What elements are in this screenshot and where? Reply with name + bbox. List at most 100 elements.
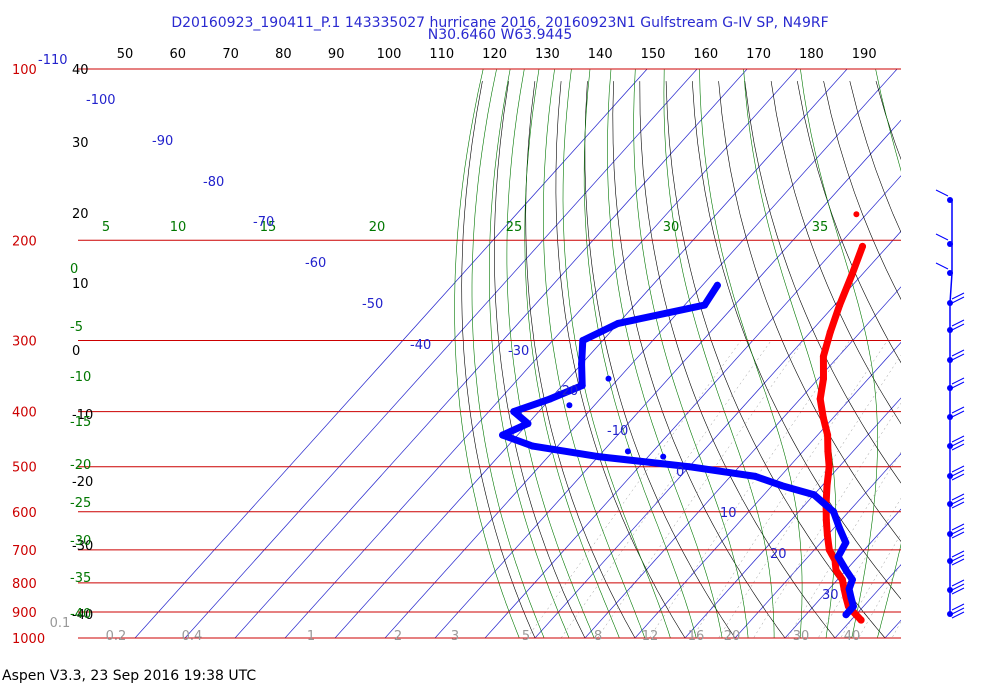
top-tick-label: 50: [117, 47, 134, 62]
mixing-ratio-line: [891, 621, 901, 638]
wind-barb-point: [947, 531, 953, 537]
isotherm-label: -20: [557, 384, 578, 399]
dewpoint-scatter-point: [566, 402, 573, 409]
mixing-ratio-label: 0.2: [106, 629, 127, 644]
temperature-point: [824, 431, 832, 439]
isotherm-line: [234, 69, 748, 638]
moist-adiabat-line: [607, 69, 723, 638]
mixing-ratio-line: [840, 533, 901, 638]
moist-adiabat-line: [633, 69, 749, 638]
mixing-ratio-label: 16: [688, 629, 705, 644]
pressure-tick-label: 600: [12, 506, 37, 521]
wind-barb-flag: [951, 377, 965, 385]
wind-barb-flag: [951, 319, 965, 327]
wind-barb-flag: [951, 353, 965, 361]
wind-barb-point: [947, 241, 953, 247]
dewpoint-point: [614, 319, 622, 327]
dewpoint-point: [713, 281, 721, 289]
isotherm-label: 10: [720, 506, 737, 521]
temperature-point: [824, 447, 832, 455]
top-tick-label: 80: [275, 47, 292, 62]
temperature-point: [840, 585, 848, 593]
moist-adiabat-line: [524, 69, 620, 638]
dewpoint-point: [578, 382, 586, 389]
dry-adiabat-line: [823, 81, 901, 300]
pressure-tick-label: 400: [12, 406, 37, 421]
wind-barb-point: [947, 414, 953, 420]
isotherm-line: [784, 508, 901, 638]
top-tick-label: 120: [482, 47, 507, 62]
top-tick-label: 110: [429, 47, 454, 62]
moist-adiabat-top-label: 10: [170, 220, 187, 235]
temperature-point: [832, 566, 840, 574]
moist-adiabat-line: [488, 69, 570, 638]
dewpoint-scatter-point: [660, 453, 667, 460]
dry-adiabat-line: [494, 81, 586, 638]
mixing-ratio-line: [787, 451, 901, 638]
top-tick-label: 190: [852, 47, 877, 62]
temperature-point: [838, 576, 846, 584]
temperature-point: [823, 482, 831, 490]
moist-adiabat-top-label: 5: [102, 220, 110, 235]
moist-adiabat-label: -30: [70, 534, 91, 549]
isotherm-label: -70: [253, 215, 274, 230]
wind-barb-point: [947, 357, 953, 363]
wind-barb-flag: [951, 583, 965, 591]
mixing-ratio-label: 30: [793, 629, 810, 644]
dry-adiabat-line: [584, 81, 736, 638]
top-tick-label: 140: [588, 47, 613, 62]
mixing-ratio-label: 0.1: [50, 616, 71, 631]
wind-barb-point: [947, 300, 953, 306]
dewpoint-point: [685, 463, 693, 471]
wind-barb-point: [947, 558, 953, 564]
moist-adiabat-line: [663, 69, 775, 638]
mixing-ratio-line: [753, 402, 901, 638]
moist-adiabat-line: [562, 69, 671, 638]
pressure-tick-label: 300: [12, 334, 37, 349]
left-axis-label: -20: [72, 475, 93, 490]
top-tick-label: 90: [328, 47, 345, 62]
dry-adiabat-line: [639, 81, 836, 638]
dewpoint-point: [835, 524, 843, 532]
temperature-point: [848, 271, 856, 279]
temperature-point: [820, 375, 827, 383]
dewpoint-point: [810, 491, 818, 499]
moist-adiabat-label: -5: [70, 320, 83, 335]
isotherm-line: [684, 397, 901, 638]
wind-barb-flag: [951, 439, 965, 447]
dry-adiabat-line: [525, 81, 636, 638]
wind-barb-point: [947, 473, 953, 479]
pressure-tick-label: 700: [12, 544, 37, 559]
mixing-ratio-label: 12: [642, 629, 659, 644]
moist-adiabat-top-label: 25: [506, 220, 523, 235]
top-tick-label: 130: [535, 47, 560, 62]
dewpoint-point: [778, 482, 786, 490]
mixing-ratio-line: [560, 340, 772, 638]
mixing-ratio-line: [649, 340, 850, 638]
isotherm-line: [184, 69, 698, 638]
top-tick-label: 70: [222, 47, 239, 62]
mixing-ratio-label: 0.4: [182, 629, 203, 644]
wind-barb-flag: [951, 465, 965, 473]
mixing-ratio-label: 40: [844, 629, 861, 644]
isotherm-label: 20: [770, 547, 787, 562]
dry-adiabat-line: [929, 81, 1000, 650]
mixing-ratio-line: [597, 340, 804, 638]
isotherm-line: [584, 286, 901, 638]
pressure-tick-label: 500: [12, 461, 37, 476]
isotherm-line: [134, 69, 648, 638]
left-axis-label: 20: [72, 207, 89, 222]
wind-barb-flag: [951, 292, 965, 300]
wind-barb-flag: [951, 381, 965, 389]
isotherm-line: [884, 619, 901, 638]
moist-adiabat-line: [800, 69, 878, 638]
wind-barb-flag: [951, 473, 965, 481]
dewpoint-point: [594, 453, 602, 461]
left-axis-label: -30: [72, 539, 93, 554]
wind-barb-flag: [951, 527, 965, 535]
pressure-tick-label: 800: [12, 577, 37, 592]
temperature-point: [852, 611, 860, 619]
moist-adiabat-label: -15: [70, 415, 91, 430]
left-axis-label: -40: [72, 608, 93, 623]
wind-barb-point: [947, 385, 953, 391]
